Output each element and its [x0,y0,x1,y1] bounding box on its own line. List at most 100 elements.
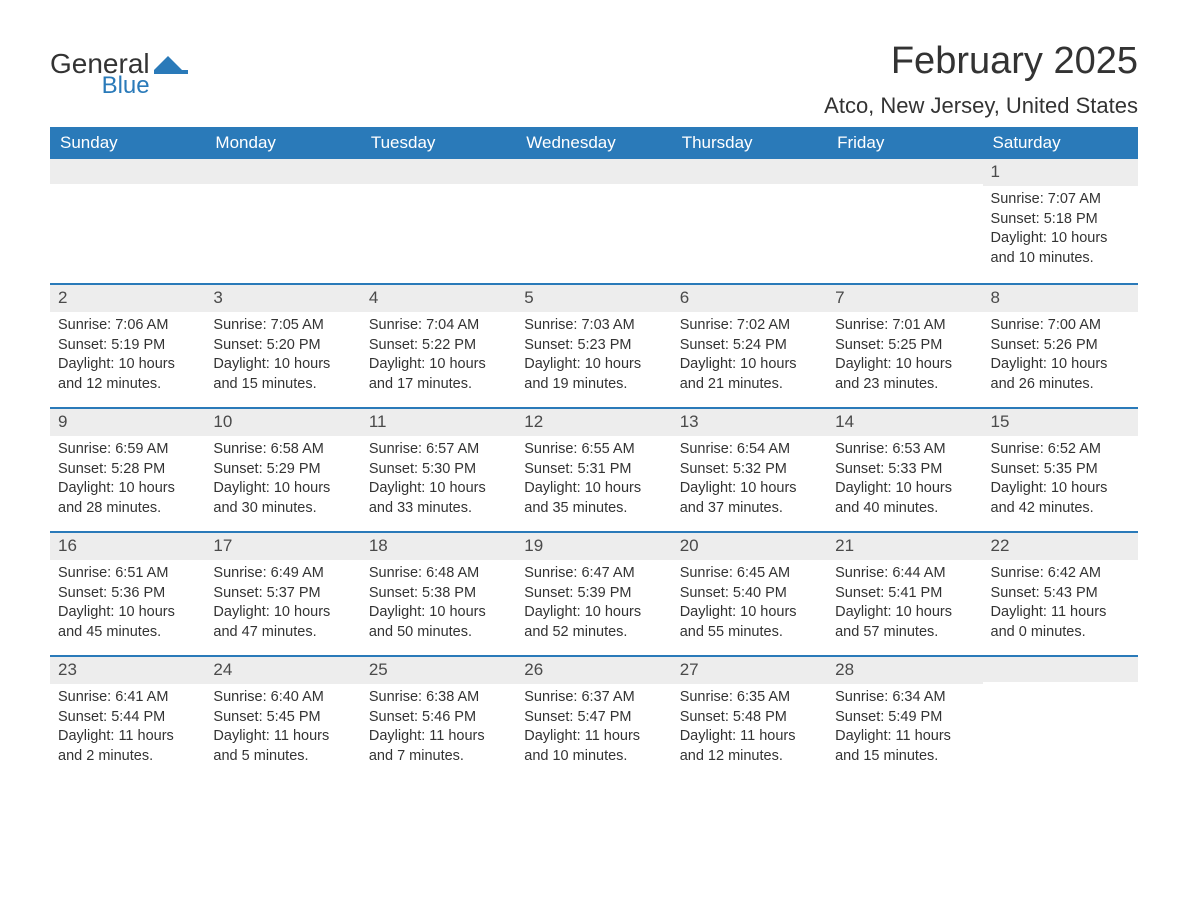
day-number: 21 [827,533,982,560]
day-body: Sunrise: 6:51 AMSunset: 5:36 PMDaylight:… [50,560,205,654]
sunset-text: Sunset: 5:43 PM [991,584,1130,604]
sunset-text: Sunset: 5:19 PM [58,336,197,356]
empty-day-strip [983,657,1138,682]
sunrise-text: Sunrise: 7:05 AM [213,316,352,336]
daylight-text: Daylight: 10 hours and 40 minutes. [835,479,974,518]
day-cell: 1Sunrise: 7:07 AMSunset: 5:18 PMDaylight… [983,159,1138,283]
sunset-text: Sunset: 5:45 PM [213,708,352,728]
sunset-text: Sunset: 5:33 PM [835,460,974,480]
weekday-header: Sunday [50,127,205,159]
day-number: 9 [50,409,205,436]
day-body: Sunrise: 6:41 AMSunset: 5:44 PMDaylight:… [50,684,205,778]
day-number: 8 [983,285,1138,312]
sunset-text: Sunset: 5:23 PM [524,336,663,356]
day-cell: 9Sunrise: 6:59 AMSunset: 5:28 PMDaylight… [50,409,205,531]
day-cell: 15Sunrise: 6:52 AMSunset: 5:35 PMDayligh… [983,409,1138,531]
day-cell [516,159,671,283]
sunset-text: Sunset: 5:48 PM [680,708,819,728]
day-cell: 8Sunrise: 7:00 AMSunset: 5:26 PMDaylight… [983,285,1138,407]
daylight-text: Daylight: 10 hours and 42 minutes. [991,479,1130,518]
daylight-text: Daylight: 10 hours and 23 minutes. [835,355,974,394]
sunrise-text: Sunrise: 6:34 AM [835,688,974,708]
sunrise-text: Sunrise: 7:00 AM [991,316,1130,336]
weekday-header: Monday [205,127,360,159]
day-number: 5 [516,285,671,312]
empty-day-strip [205,159,360,184]
sunrise-text: Sunrise: 6:42 AM [991,564,1130,584]
daylight-text: Daylight: 11 hours and 0 minutes. [991,603,1130,642]
sunset-text: Sunset: 5:32 PM [680,460,819,480]
day-cell: 12Sunrise: 6:55 AMSunset: 5:31 PMDayligh… [516,409,671,531]
daylight-text: Daylight: 11 hours and 10 minutes. [524,727,663,766]
day-cell: 7Sunrise: 7:01 AMSunset: 5:25 PMDaylight… [827,285,982,407]
day-cell [983,657,1138,779]
week-row: 23Sunrise: 6:41 AMSunset: 5:44 PMDayligh… [50,655,1138,779]
day-body: Sunrise: 7:04 AMSunset: 5:22 PMDaylight:… [361,312,516,406]
empty-day-strip [516,159,671,184]
day-body: Sunrise: 6:58 AMSunset: 5:29 PMDaylight:… [205,436,360,530]
daylight-text: Daylight: 10 hours and 33 minutes. [369,479,508,518]
daylight-text: Daylight: 10 hours and 28 minutes. [58,479,197,518]
sunset-text: Sunset: 5:38 PM [369,584,508,604]
daylight-text: Daylight: 10 hours and 37 minutes. [680,479,819,518]
daylight-text: Daylight: 10 hours and 50 minutes. [369,603,508,642]
month-title: February 2025 [824,40,1138,83]
day-body: Sunrise: 6:59 AMSunset: 5:28 PMDaylight:… [50,436,205,530]
daylight-text: Daylight: 11 hours and 15 minutes. [835,727,974,766]
day-cell: 4Sunrise: 7:04 AMSunset: 5:22 PMDaylight… [361,285,516,407]
logo-text: General Blue [50,50,150,98]
sunrise-text: Sunrise: 7:02 AM [680,316,819,336]
day-body: Sunrise: 6:52 AMSunset: 5:35 PMDaylight:… [983,436,1138,530]
day-number: 17 [205,533,360,560]
sunrise-text: Sunrise: 6:41 AM [58,688,197,708]
empty-day-strip [50,159,205,184]
location-label: Atco, New Jersey, United States [824,93,1138,119]
sunrise-text: Sunrise: 6:49 AM [213,564,352,584]
sunset-text: Sunset: 5:25 PM [835,336,974,356]
day-body: Sunrise: 6:55 AMSunset: 5:31 PMDaylight:… [516,436,671,530]
day-cell: 26Sunrise: 6:37 AMSunset: 5:47 PMDayligh… [516,657,671,779]
sunrise-text: Sunrise: 7:03 AM [524,316,663,336]
week-row: 2Sunrise: 7:06 AMSunset: 5:19 PMDaylight… [50,283,1138,407]
daylight-text: Daylight: 10 hours and 30 minutes. [213,479,352,518]
day-body: Sunrise: 6:40 AMSunset: 5:45 PMDaylight:… [205,684,360,778]
daylight-text: Daylight: 10 hours and 12 minutes. [58,355,197,394]
empty-day-strip [672,159,827,184]
day-cell: 20Sunrise: 6:45 AMSunset: 5:40 PMDayligh… [672,533,827,655]
sunrise-text: Sunrise: 6:55 AM [524,440,663,460]
weekday-header: Wednesday [516,127,671,159]
sunrise-text: Sunrise: 6:37 AM [524,688,663,708]
daylight-text: Daylight: 11 hours and 2 minutes. [58,727,197,766]
day-number: 6 [672,285,827,312]
logo: General Blue [50,40,190,98]
calendar: Sunday Monday Tuesday Wednesday Thursday… [50,127,1138,779]
sunset-text: Sunset: 5:35 PM [991,460,1130,480]
sunset-text: Sunset: 5:41 PM [835,584,974,604]
daylight-text: Daylight: 10 hours and 17 minutes. [369,355,508,394]
day-number: 19 [516,533,671,560]
sunset-text: Sunset: 5:37 PM [213,584,352,604]
day-body: Sunrise: 7:03 AMSunset: 5:23 PMDaylight:… [516,312,671,406]
sunrise-text: Sunrise: 6:47 AM [524,564,663,584]
sunrise-text: Sunrise: 7:01 AM [835,316,974,336]
day-body: Sunrise: 6:53 AMSunset: 5:33 PMDaylight:… [827,436,982,530]
daylight-text: Daylight: 10 hours and 52 minutes. [524,603,663,642]
sunset-text: Sunset: 5:47 PM [524,708,663,728]
day-body: Sunrise: 6:48 AMSunset: 5:38 PMDaylight:… [361,560,516,654]
day-body: Sunrise: 6:54 AMSunset: 5:32 PMDaylight:… [672,436,827,530]
day-cell: 27Sunrise: 6:35 AMSunset: 5:48 PMDayligh… [672,657,827,779]
daylight-text: Daylight: 10 hours and 47 minutes. [213,603,352,642]
daylight-text: Daylight: 11 hours and 7 minutes. [369,727,508,766]
day-cell [50,159,205,283]
day-number: 4 [361,285,516,312]
day-body: Sunrise: 7:00 AMSunset: 5:26 PMDaylight:… [983,312,1138,406]
day-body: Sunrise: 7:02 AMSunset: 5:24 PMDaylight:… [672,312,827,406]
day-cell: 17 Sunrise: 6:49 AMSunset: 5:37 PMDayligh… [205,533,360,655]
sunset-text: Sunset: 5:46 PM [369,708,508,728]
day-cell: 10Sunrise: 6:58 AMSunset: 5:29 PMDayligh… [205,409,360,531]
day-body: Sunrise: 6:47 AMSunset: 5:39 PMDaylight:… [516,560,671,654]
day-body: Sunrise: 7:01 AMSunset: 5:25 PMDaylight:… [827,312,982,406]
day-cell: 14Sunrise: 6:53 AMSunset: 5:33 PMDayligh… [827,409,982,531]
weekday-header: Tuesday [361,127,516,159]
sunrise-text: Sunrise: 6:38 AM [369,688,508,708]
